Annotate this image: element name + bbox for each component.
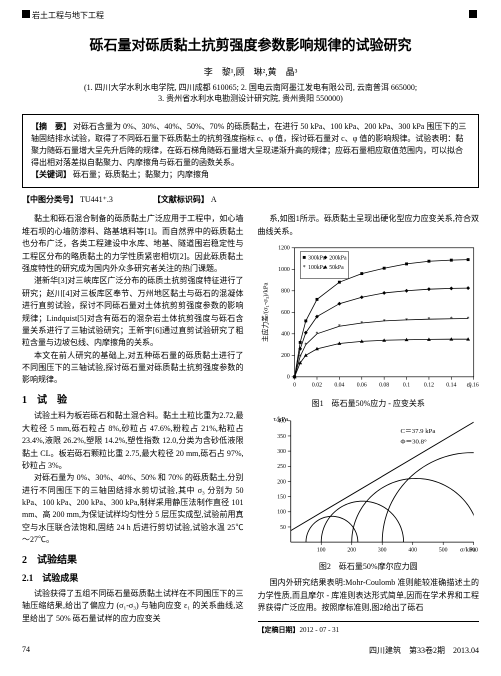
svg-text:100: 100 [277,509,286,515]
svg-text:300: 300 [377,547,386,553]
left-column: 黏土和砾石混合制备的砾质黏土广泛应用于工程中，如心墙堆石坝的心墙防渗料、路基填料… [22,213,244,635]
section-1-head: 1 试 验 [22,393,244,409]
svg-text:350: 350 [277,433,286,439]
svg-text:*: * [449,317,452,323]
svg-text:50kPa: 50kPa [329,265,344,271]
svg-text:*: * [382,319,385,325]
svg-text:0: 0 [286,375,289,381]
fig2-caption: 图2 砾石量50%摩尔应力圆 [258,561,480,573]
footer: 74 四川建筑 第33卷2期 2013.04 [22,645,479,656]
svg-text:100: 100 [316,547,325,553]
figure-2: 5010015020025030035040010020030040050060… [258,415,480,574]
svg-text:400: 400 [408,547,417,553]
authors: 李 黎¹,顾 琳²,黄 晶³ [22,65,479,78]
journal-info: 四川建筑 第33卷2期 2013.04 [369,645,479,656]
affiliation: (1. 四川大学水利水电学院, 四川成都 610065; 2. 国电云南阿墨江发… [22,82,479,104]
section-2-head: 2 试验结果 [22,553,244,569]
svg-text:*: * [427,317,430,323]
svg-text:0.06: 0.06 [356,383,366,389]
svg-text:0.14: 0.14 [446,383,456,389]
svg-text:ε₁: ε₁ [466,382,471,389]
svg-text:200: 200 [277,479,286,485]
footnote: 【定稿日期】2012 - 07 - 31 [258,621,480,636]
svg-text:300kPa: 300kPa [308,255,326,261]
svg-text:*: * [298,354,301,360]
svg-text:200kPa: 200kPa [329,255,347,261]
figure-1: 0 200 400 600 800 1000 1200 0 0.02 0.04 0.06 0.08 0.… [258,242,480,410]
svg-text:0.04: 0.04 [334,383,344,389]
svg-text:250: 250 [277,464,286,470]
svg-text:σ/kPa: σ/kPa [460,546,476,553]
svg-text:200: 200 [347,547,356,553]
fig1-caption: 图1 砾石量50%应力 - 应变关系 [258,398,480,410]
svg-text:*: * [304,343,307,349]
abstract-text: 对砾石含量为 0%、30%、40%、50%、70% 的砾质黏土，在进行 50 k… [31,122,466,167]
svg-text:800: 800 [281,289,290,295]
svg-text:0.12: 0.12 [423,383,433,389]
svg-text:*: * [360,321,363,327]
svg-text:C＝37.9 kPa: C＝37.9 kPa [400,428,435,435]
classification-row: 【中图分类号】 TU441⁺.3 【文献标识码】 A [22,194,479,205]
svg-text:0.08: 0.08 [379,383,389,389]
svg-text:*: * [315,332,318,338]
svg-text:*: * [405,318,408,324]
svg-text:1200: 1200 [278,246,290,252]
svg-text:100kPa: 100kPa [308,265,326,271]
right-column: 系,如图1所示。砾质黏土呈现出硬化型应力应变关系,符合双曲线关系。 020040… [258,213,480,635]
svg-text:300: 300 [277,449,286,455]
keywords-label: 【关键词】 [31,170,71,179]
svg-text:主应力差/(σ₁-σ₃)/kPa: 主应力差/(σ₁-σ₃)/kPa [260,283,269,342]
svg-text:0: 0 [293,383,296,389]
keywords-text: 砾石量；砾质黏土；黏聚力；内摩擦角 [73,170,209,179]
svg-text:600: 600 [281,310,290,316]
svg-text:1000: 1000 [278,267,290,273]
svg-text:0.02: 0.02 [311,383,321,389]
svg-text:Φ＝30.8°: Φ＝30.8° [400,438,426,445]
svg-text:*: * [466,317,469,323]
page-number: 74 [22,645,30,656]
svg-text:400: 400 [281,332,290,338]
header-bar: 岩土工程与地下工程 [22,10,479,21]
page-title: 砾石量对砾质黏土抗剪强度参数影响规律的试验研究 [22,35,479,55]
svg-text:0.1: 0.1 [402,383,409,389]
svg-text:τ/kPa: τ/kPa [273,415,288,422]
abstract-label: 【摘 要】 [31,122,71,131]
svg-text:*: * [302,265,305,271]
subsection-21-head: 2.1 试验成果 [22,572,244,586]
abstract-box: 【摘 要】 对砾石含量为 0%、30%、40%、50%、70% 的砾质黏土，在进… [22,114,479,188]
svg-text:*: * [337,324,340,330]
svg-text:50: 50 [280,525,286,531]
category: 岩土工程与地下工程 [32,11,104,20]
svg-text:150: 150 [277,494,286,500]
svg-text:500: 500 [438,547,447,553]
svg-text:200: 200 [281,353,290,359]
